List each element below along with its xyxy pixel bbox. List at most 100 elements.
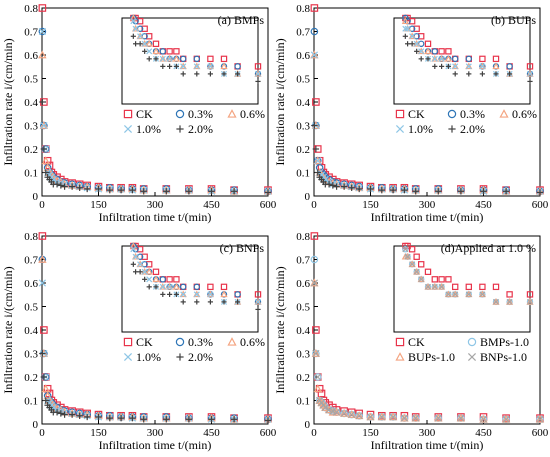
inset-data-point <box>207 283 214 291</box>
inset-data-point <box>129 14 137 21</box>
inset-data-point <box>130 246 137 253</box>
legend-label: CK <box>408 335 425 349</box>
legend-entry: 2.0% <box>176 122 213 136</box>
data-point <box>314 157 322 165</box>
data-point <box>230 416 238 423</box>
data-point <box>68 411 76 418</box>
inset-data-point <box>478 62 487 70</box>
legend-entry: CK <box>395 335 425 349</box>
inset-data-point <box>526 70 534 77</box>
legend-label: 0.3% <box>460 107 485 121</box>
inset-data-point <box>445 276 452 283</box>
inset-data-point <box>220 283 228 291</box>
data-point <box>333 183 340 190</box>
legend-entry: 0.6% <box>227 335 265 349</box>
data-point <box>388 412 398 421</box>
data-point <box>53 409 61 416</box>
inset-data-point <box>146 48 153 55</box>
inset-data-point <box>221 299 227 305</box>
inset-data-point <box>129 242 137 249</box>
inset-data-point <box>166 276 173 283</box>
legend-entry: BNPs-1.0 <box>467 350 527 364</box>
legend-label: 0.3% <box>188 335 213 349</box>
inset-data-point <box>141 25 148 32</box>
inset-data-point <box>527 78 533 85</box>
inset-data-point <box>254 298 262 305</box>
x-tick-label: 0 <box>39 427 45 439</box>
inset-series-4 <box>130 261 261 313</box>
y-tick-label: 0.7 <box>24 255 38 267</box>
inset-data-point <box>152 47 160 55</box>
data-point <box>378 413 386 421</box>
legend-entry: BMPs-1.0 <box>467 335 529 349</box>
inset-data-point <box>172 54 181 62</box>
legend-entry: BUPs-1.0 <box>395 350 455 364</box>
legend-marker <box>447 109 457 119</box>
data-point <box>536 415 544 423</box>
data-point <box>366 410 375 419</box>
inset-data-point <box>194 299 200 305</box>
y-tick-label: 0.8 <box>24 3 38 15</box>
data-point <box>41 156 50 165</box>
inset-data-point <box>130 33 136 39</box>
inset-data-point <box>254 298 262 305</box>
data-point <box>310 4 319 12</box>
inset-data-point <box>431 48 438 55</box>
inset-data-point <box>137 41 143 47</box>
data-point <box>95 413 102 421</box>
inset-data-point <box>466 71 472 77</box>
inset-data-point <box>153 56 159 62</box>
legend-marker <box>175 337 185 347</box>
inset-data-point <box>431 276 439 283</box>
data-point <box>367 185 374 193</box>
inset-data-point <box>159 282 167 290</box>
inset-data-point <box>165 54 174 62</box>
inset-data-point <box>193 283 200 291</box>
inset-frame <box>121 245 259 333</box>
inset-data-point <box>254 63 262 70</box>
data-point <box>38 27 47 36</box>
inset-data-point <box>166 55 173 62</box>
legend-label: 0.3% <box>188 107 213 121</box>
inset-data-point <box>465 55 472 63</box>
inset-data-point <box>444 54 453 62</box>
data-point <box>347 408 356 417</box>
data-point <box>39 121 49 129</box>
panel-title: (c) BNPs <box>220 241 265 255</box>
data-point <box>457 414 465 422</box>
inset-data-point <box>437 54 446 62</box>
inset-data-point <box>145 39 153 47</box>
y-tick-label: 0.4 <box>296 325 310 337</box>
legend: CK 0.3% 0.6% 1.0% 2.0% <box>395 107 537 136</box>
inset-data-point <box>159 54 167 62</box>
inset-data-point <box>445 63 451 69</box>
inset-data-point <box>141 40 148 47</box>
legend-label: 1.0% <box>136 122 161 136</box>
inset-data-point <box>403 252 412 260</box>
data-point <box>434 413 443 422</box>
legend-entry: 0.3% <box>447 107 485 121</box>
data-point <box>389 186 397 194</box>
y-tick-label: 0 <box>305 419 311 431</box>
panel-a: 0 0.1 0.2 0.3 0.4 0.5 0.6 0.7 0.8 0 150 300 450 600 In… <box>1 3 277 224</box>
data-point <box>40 121 48 130</box>
inset-data-point <box>180 63 187 70</box>
y-tick-label: 0.1 <box>24 396 38 408</box>
inset-data-point <box>146 261 153 268</box>
data-point <box>329 182 337 189</box>
inset-data-point <box>193 291 200 298</box>
y-tick-label: 0.4 <box>296 97 310 109</box>
legend-marker <box>176 125 184 133</box>
inset-data-point <box>414 48 420 54</box>
legend-entry: 0.3% <box>175 335 213 349</box>
inset-data-point <box>506 298 513 305</box>
legend-label: CK <box>136 335 153 349</box>
panel-d: 0 0.1 0.2 0.3 0.4 0.5 0.6 0.7 0.8 0 150 300 450 600 In… <box>273 231 549 452</box>
y-tick-label: 0.3 <box>296 121 310 133</box>
data-point <box>140 416 147 423</box>
inset-data-point <box>136 246 144 253</box>
data-point <box>435 188 442 195</box>
legend: CK BMPs-1.0 BUPs-1.0 BNPs-1.0 <box>395 335 529 364</box>
inset-data-point <box>255 306 261 313</box>
legend-marker <box>175 109 185 119</box>
